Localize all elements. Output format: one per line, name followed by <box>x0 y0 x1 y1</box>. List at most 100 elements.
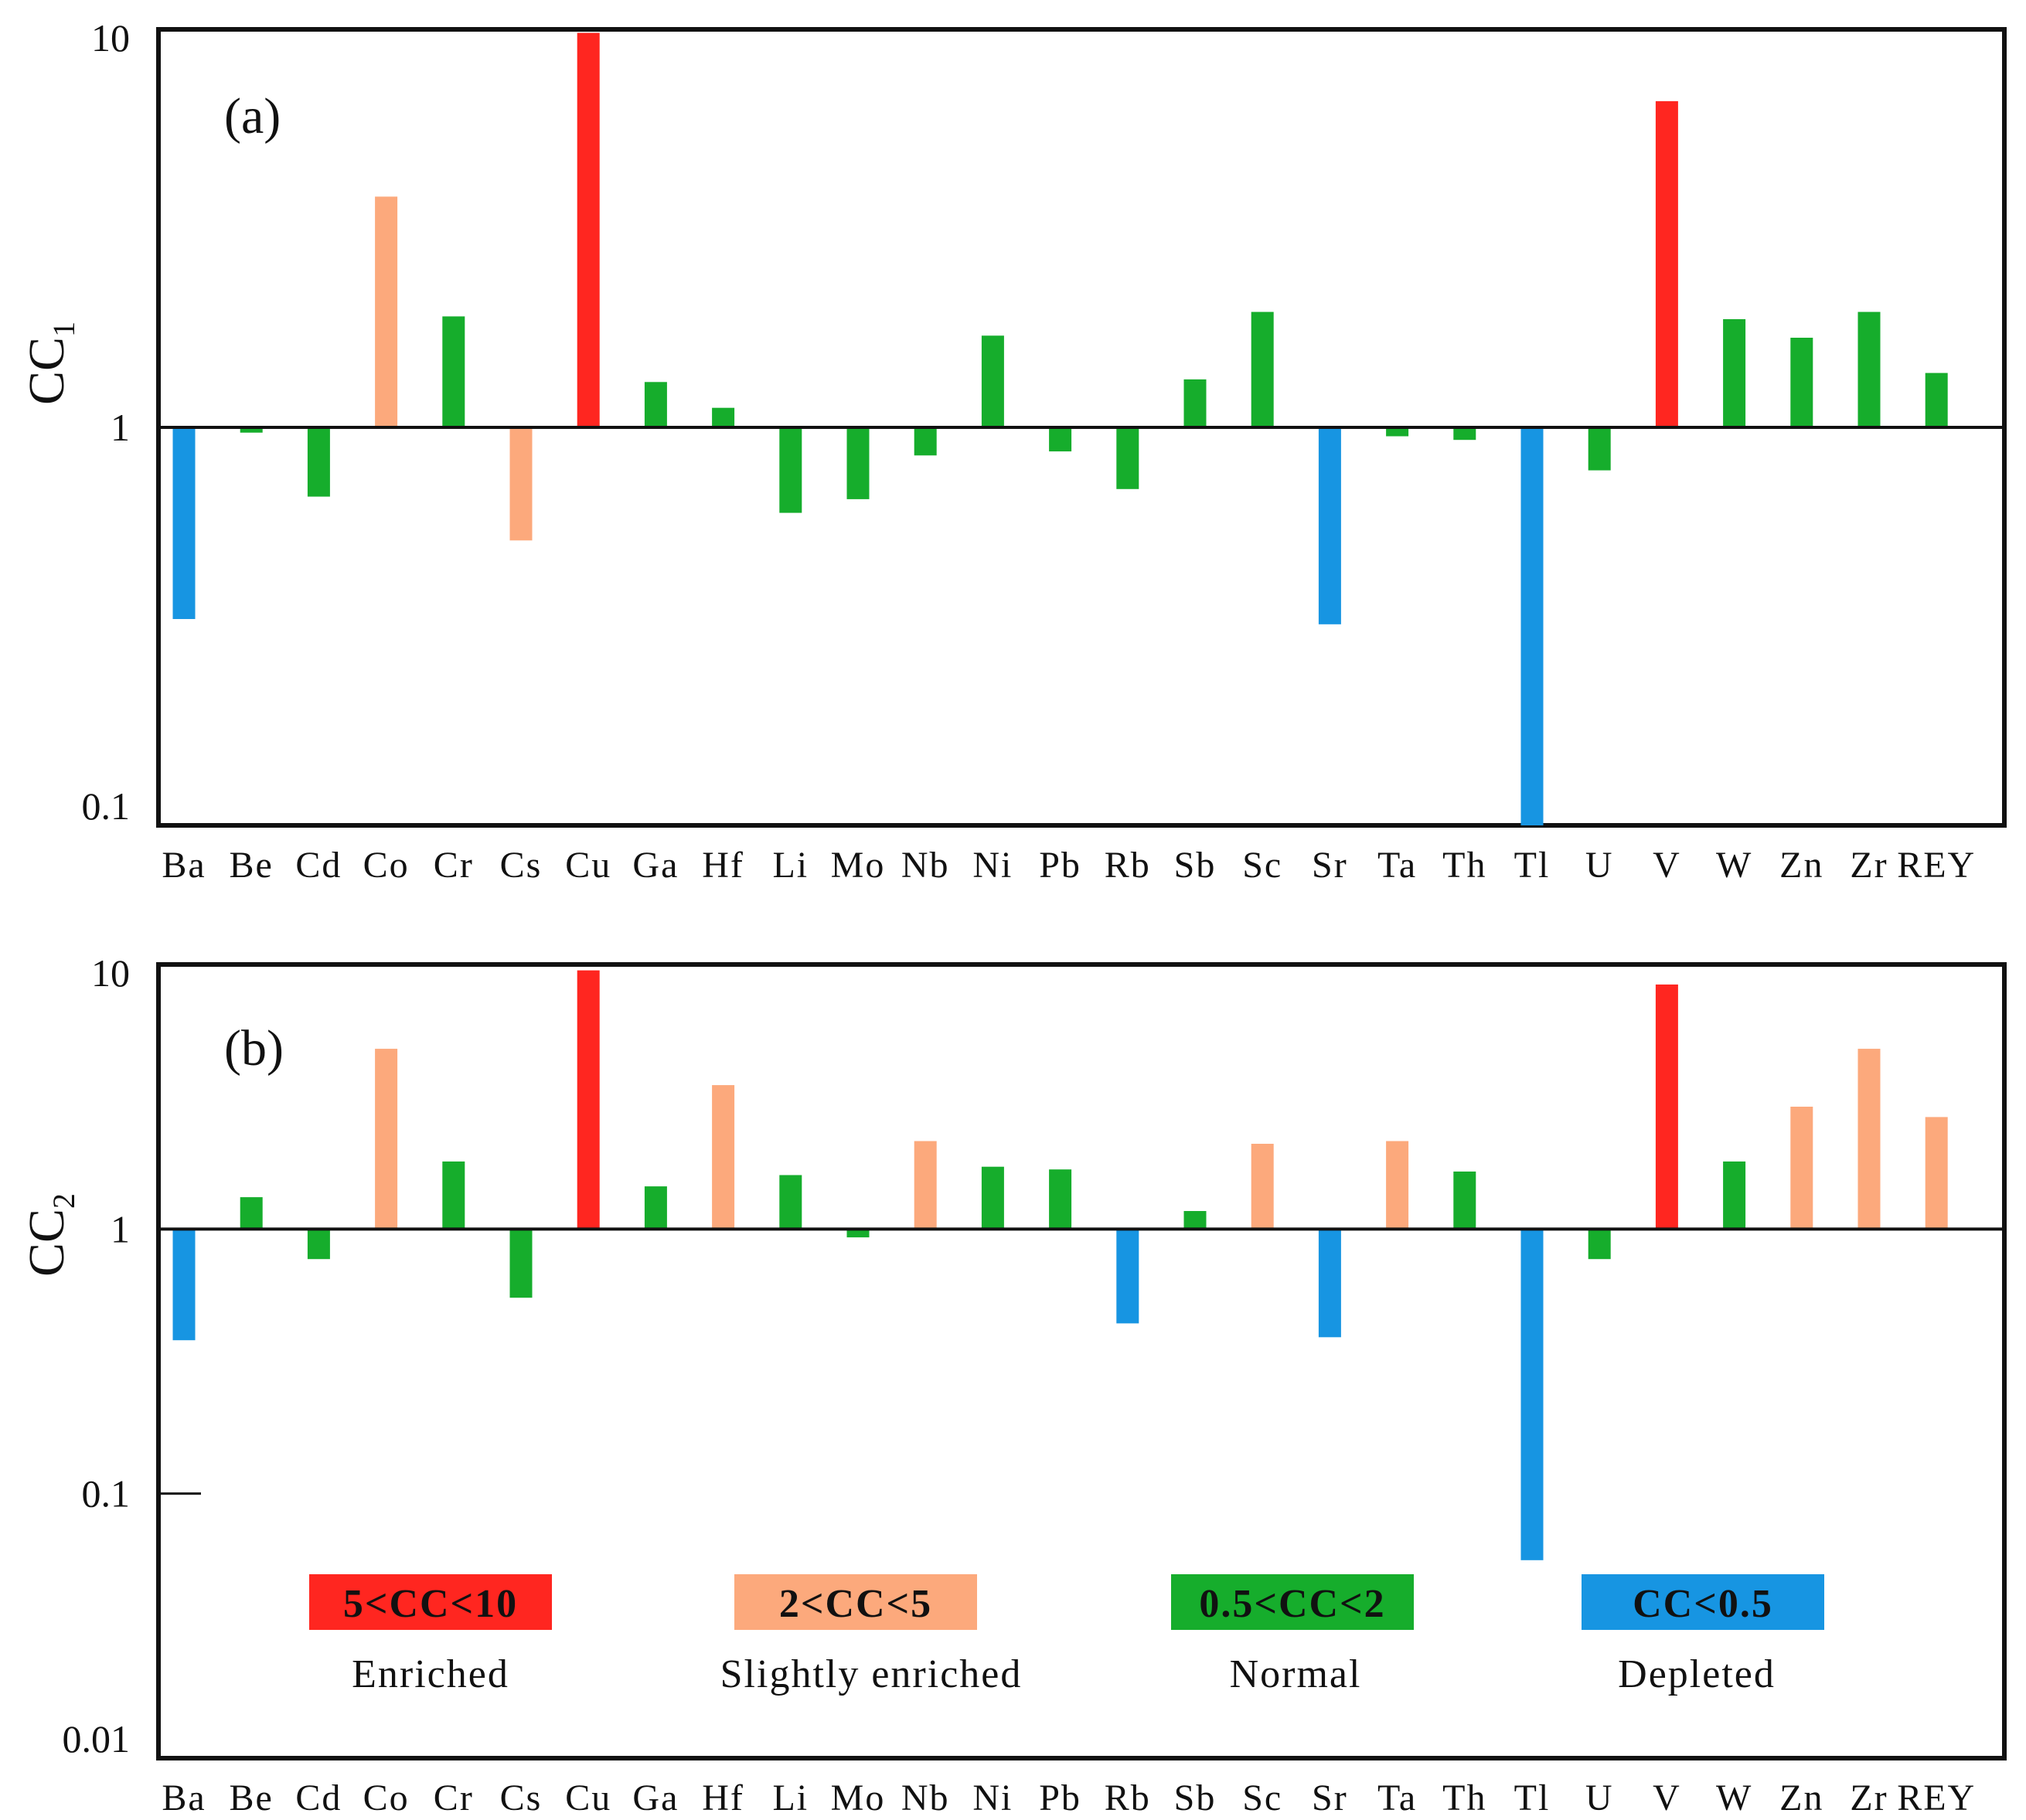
bar-a-v <box>1655 100 1678 427</box>
x-tick-b-tl: Tl <box>1514 1777 1551 1818</box>
bar-a-rey <box>1925 373 1948 427</box>
x-tick-a-tl: Tl <box>1514 845 1551 886</box>
y-tick-a-10: 10 <box>91 16 130 60</box>
bar-b-cd <box>307 1229 330 1260</box>
x-tick-a-ba: Ba <box>162 845 206 886</box>
bar-b-li <box>779 1175 802 1230</box>
bar-b-sb <box>1183 1211 1207 1230</box>
bar-a-cs <box>509 427 533 541</box>
x-tick-b-li: Li <box>772 1777 809 1818</box>
legend-range-normal: 0.5<CC<2 <box>1199 1582 1385 1626</box>
bar-b-be <box>240 1197 263 1230</box>
bar-a-be <box>240 427 263 433</box>
x-tick-b-hf: Hf <box>702 1777 744 1818</box>
y-tick-b-1: 1 <box>111 1207 130 1250</box>
bar-b-th <box>1453 1171 1476 1230</box>
x-tick-a-cs: Cs <box>500 845 543 886</box>
x-tick-a-mo: Mo <box>831 845 886 886</box>
x-tick-a-li: Li <box>772 845 809 886</box>
y-tick-a-0.1: 0.1 <box>82 784 131 828</box>
bar-b-nb <box>914 1141 937 1230</box>
x-tick-a-rb: Rb <box>1105 845 1151 886</box>
legend-label-normal: Normal <box>1230 1652 1362 1696</box>
panel-a-y-ticks: 10 1 0.1 <box>82 16 131 828</box>
x-tick-b-sr: Sr <box>1312 1777 1348 1818</box>
x-tick-b-rb: Rb <box>1105 1777 1151 1818</box>
panel-b-y-axis-label: CC2 <box>19 1193 81 1277</box>
bar-b-ta <box>1386 1141 1409 1230</box>
x-tick-b-ni: Ni <box>972 1777 1013 1818</box>
x-tick-b-cs: Cs <box>500 1777 543 1818</box>
bar-a-cu <box>577 32 600 427</box>
panel-b-y-axis-label-main: CC <box>19 1209 75 1277</box>
bar-a-ta <box>1386 427 1409 437</box>
bar-b-v <box>1655 984 1678 1230</box>
legend-range-slightly-enriched: 2<CC<5 <box>779 1582 932 1626</box>
x-tick-b-zn: Zn <box>1779 1777 1823 1818</box>
x-tick-b-be: Be <box>230 1777 274 1818</box>
bar-b-cr <box>442 1161 465 1230</box>
legend-range-enriched: 5<CC<10 <box>343 1582 518 1626</box>
bar-a-th <box>1453 427 1476 441</box>
bar-b-rey <box>1925 1117 1948 1230</box>
legend-swatch-slightly-enriched <box>734 1574 977 1630</box>
bar-a-zr <box>1857 311 1881 427</box>
x-tick-a-ga: Ga <box>632 845 679 886</box>
bar-a-cd <box>307 427 330 497</box>
legend-item-normal: 0.5<CC<2 Normal <box>1171 1574 1414 1696</box>
legend-item-depleted: CC<0.5 Depleted <box>1582 1574 1824 1696</box>
x-tick-b-w: W <box>1716 1777 1752 1818</box>
x-tick-a-th: Th <box>1442 845 1486 886</box>
y-tick-b-10: 10 <box>91 951 130 995</box>
bar-a-pb <box>1049 427 1072 452</box>
bar-a-mo <box>846 427 870 499</box>
legend-item-enriched: 5<CC<10 Enriched <box>309 1574 552 1696</box>
panel-a-y-axis-label-main: CC <box>19 337 75 405</box>
panel-a-x-ticks: Ba Be Cd Co Cr Cs Cu Ga Hf Li Mo Nb Ni Pb Rb Sb Sc Sr Ta Th… <box>162 845 1974 886</box>
x-tick-b-u: U <box>1585 1777 1614 1818</box>
legend-swatch-depleted <box>1582 1574 1824 1630</box>
legend-range-depleted: CC<0.5 <box>1633 1582 1773 1626</box>
bar-b-co <box>375 1049 398 1230</box>
x-tick-b-nb: Nb <box>901 1777 950 1818</box>
panel-a-label: (a) <box>224 88 281 145</box>
x-tick-a-pb: Pb <box>1039 845 1081 886</box>
bar-b-mo <box>846 1229 870 1238</box>
panel-b-bars <box>172 970 1948 1560</box>
x-tick-b-cu: Cu <box>565 1777 611 1818</box>
bar-a-sb <box>1183 379 1207 427</box>
legend-item-slightly-enriched: 2<CC<5 Slightly enriched <box>720 1574 1020 1696</box>
x-tick-b-ta: Ta <box>1377 1777 1417 1818</box>
bar-b-tl <box>1520 1229 1544 1560</box>
bar-b-sr <box>1318 1229 1341 1338</box>
bar-a-co <box>375 196 398 427</box>
x-tick-b-cd: Cd <box>295 1777 342 1818</box>
x-tick-a-be: Be <box>230 845 274 886</box>
x-tick-a-cu: Cu <box>565 845 611 886</box>
x-tick-a-sr: Sr <box>1312 845 1348 886</box>
x-tick-a-ta: Ta <box>1377 845 1417 886</box>
bar-a-u <box>1588 427 1611 471</box>
x-tick-b-zr: Zr <box>1850 1777 1888 1818</box>
x-tick-a-w: W <box>1716 845 1752 886</box>
bar-a-hf <box>712 407 735 427</box>
panel-a-y-axis-label: CC1 <box>19 321 81 405</box>
panel-b-frame <box>156 962 2007 1760</box>
x-tick-a-cd: Cd <box>295 845 342 886</box>
panel-b-label: (b) <box>224 1020 284 1077</box>
bar-b-zr <box>1857 1049 1881 1230</box>
bar-a-ni <box>981 335 1004 427</box>
x-tick-b-mo: Mo <box>831 1777 886 1818</box>
legend-label-enriched: Enriched <box>352 1652 509 1696</box>
x-tick-b-pb: Pb <box>1039 1777 1081 1818</box>
y-tick-a-1: 1 <box>111 406 130 449</box>
bar-a-nb <box>914 427 937 456</box>
bar-b-u <box>1588 1229 1611 1260</box>
x-tick-a-cr: Cr <box>434 845 474 886</box>
x-tick-b-th: Th <box>1442 1777 1486 1818</box>
bar-b-zn <box>1790 1107 1813 1230</box>
bar-b-ga <box>644 1186 667 1230</box>
panel-b: (b) 10 1 0.1 0.01 Ba Be Cd Co Cr Cs Cu Ga Hf Li Mo Nb N… <box>19 951 2007 1818</box>
x-tick-a-ni: Ni <box>972 845 1013 886</box>
